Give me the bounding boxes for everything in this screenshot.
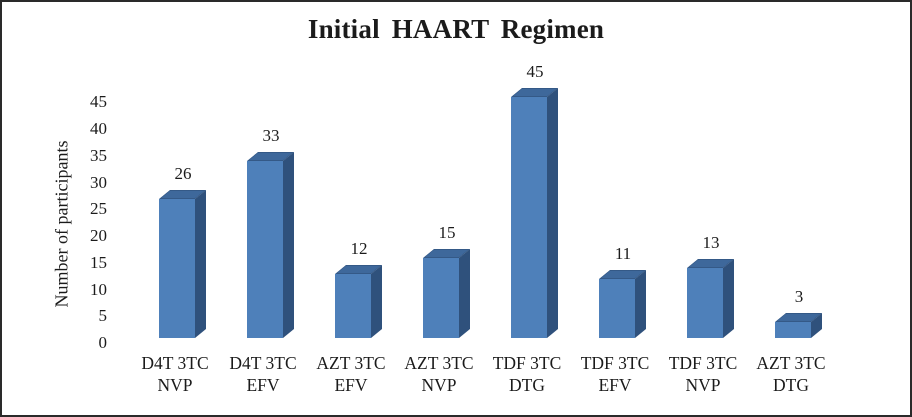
y-tick-label: 40: [90, 119, 107, 138]
category-label-line1: TDF 3TC: [668, 353, 738, 373]
category-label-line2: DTG: [509, 375, 545, 395]
bar-side-face: [635, 269, 646, 338]
bar-tdf-3tc-efv: [599, 269, 646, 338]
x-axis-category-label: AZT 3TC DTG: [743, 352, 839, 396]
y-tick-label: 35: [90, 145, 107, 165]
category-label-line2: EFV: [246, 375, 280, 395]
bar-value-label: 45: [526, 62, 544, 81]
bar-azt-3tc-efv: [335, 264, 382, 338]
category-label-line2: NVP: [685, 375, 721, 395]
category-label-line1: D4T 3TC: [229, 353, 297, 373]
y-tick-label: 20: [90, 226, 107, 245]
y-tick-label: 5: [98, 306, 108, 326]
x-axis-category-label: AZT 3TC EFV: [303, 352, 399, 396]
x-axis-category-label: D4T 3TC NVP: [127, 352, 223, 396]
x-axis-category-label: D4T 3TC EFV: [215, 352, 311, 396]
category-label-line2: EFV: [598, 375, 632, 395]
bar-value-label: 15: [438, 223, 456, 242]
bar-d4t-3tc-nvp: [159, 189, 206, 338]
x-axis-category-label: TDF 3TC EFV: [567, 352, 663, 396]
bar-side-face: [459, 248, 470, 338]
bar-side-face: [195, 189, 206, 338]
y-tick-label: 10: [90, 279, 107, 299]
bar-front-face: [687, 268, 723, 338]
bar-tdf-3tc-nvp: [687, 258, 734, 338]
bar-front-face: [335, 274, 371, 338]
bar-value-label: 11: [614, 244, 632, 263]
y-tick-label: 15: [90, 252, 107, 272]
bar-value-label: 3: [794, 287, 804, 306]
bar-front-face: [159, 199, 195, 338]
x-axis-category-label: AZT 3TC NVP: [391, 352, 487, 396]
chart-title: Initial HAART Regimen: [307, 14, 605, 44]
category-label-line2: DTG: [773, 375, 809, 395]
category-label-line1: TDF 3TC: [580, 353, 650, 373]
x-axis-category-label: TDF 3TC DTG: [479, 352, 575, 396]
bar-side-face: [283, 151, 294, 338]
category-label-line2: NVP: [421, 375, 457, 395]
bar-azt-3tc-nvp: [423, 248, 470, 338]
bar-front-face: [775, 322, 811, 338]
x-axis-category-label: TDF 3TC NVP: [655, 352, 751, 396]
bar-value-label: 13: [702, 233, 720, 252]
y-tick-label: 25: [90, 199, 107, 219]
bar-azt-3tc-dtg: [775, 312, 822, 338]
y-tick-label: 45: [90, 92, 107, 112]
y-tick-label: 0: [98, 333, 108, 352]
category-label-line2: EFV: [334, 375, 368, 395]
bar-value-label: 33: [262, 126, 280, 145]
bar-front-face: [423, 258, 459, 338]
bar-front-face: [599, 279, 635, 338]
y-tick-label: 30: [90, 172, 107, 192]
bar-value-label: 26: [174, 164, 192, 183]
category-label-line1: AZT 3TC: [756, 353, 826, 373]
category-label-line2: NVP: [157, 375, 193, 395]
bar-tdf-3tc-dtg: [511, 87, 558, 338]
bar-side-face: [723, 258, 734, 338]
bar-d4t-3tc-efv: [247, 151, 294, 338]
category-label-line1: AZT 3TC: [404, 353, 474, 373]
bar-side-face: [547, 87, 558, 338]
category-label-line1: TDF 3TC: [492, 353, 562, 373]
bar-front-face: [511, 97, 547, 338]
bar-front-face: [247, 161, 283, 338]
bar-side-face: [371, 264, 382, 338]
category-label-line1: AZT 3TC: [316, 353, 386, 373]
category-label-line1: D4T 3TC: [141, 353, 209, 373]
bar-value-label: 12: [350, 239, 368, 258]
